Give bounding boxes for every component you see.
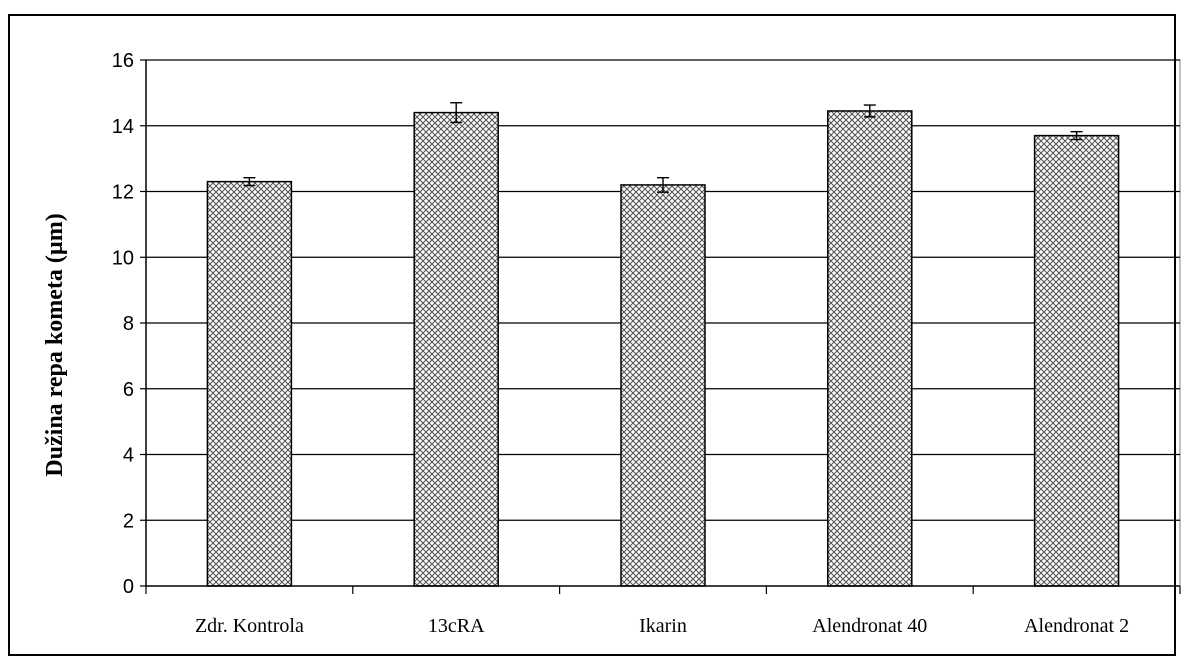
bar-5 (1033, 134, 1120, 587)
y-tick-label: 6 (123, 379, 134, 401)
bars (206, 102, 1120, 587)
x-category-label: 13cRA (428, 615, 485, 637)
y-axis-title: Dužina repa kometa (µm) (42, 213, 68, 476)
bar-1 (206, 180, 293, 587)
y-tick-label: 12 (112, 182, 134, 204)
y-tick-label: 4 (123, 445, 134, 467)
y-tick-label: 8 (123, 313, 134, 335)
bar-3 (620, 184, 706, 587)
x-category-label: Ikarin (639, 615, 687, 637)
y-tick-label: 2 (123, 510, 134, 532)
y-tick-label: 0 (123, 576, 134, 598)
y-tick-label: 16 (112, 50, 134, 72)
axes (140, 59, 1181, 594)
chart-outer-border (8, 14, 1176, 656)
y-tick-label: 10 (112, 247, 134, 269)
bar-2 (413, 111, 499, 587)
x-category-label: Alendronat 2 (1024, 615, 1129, 637)
bar-4 (827, 110, 913, 587)
y-tick-label: 14 (112, 116, 134, 138)
x-category-label: Zdr. Kontrola (195, 615, 304, 637)
x-category-label: Alendronat 40 (812, 615, 927, 637)
labels: 0 2 4 6 8 10 12 14 16 Zdr. Kontrola 13cRA Ikarin Ale… (112, 50, 1129, 637)
